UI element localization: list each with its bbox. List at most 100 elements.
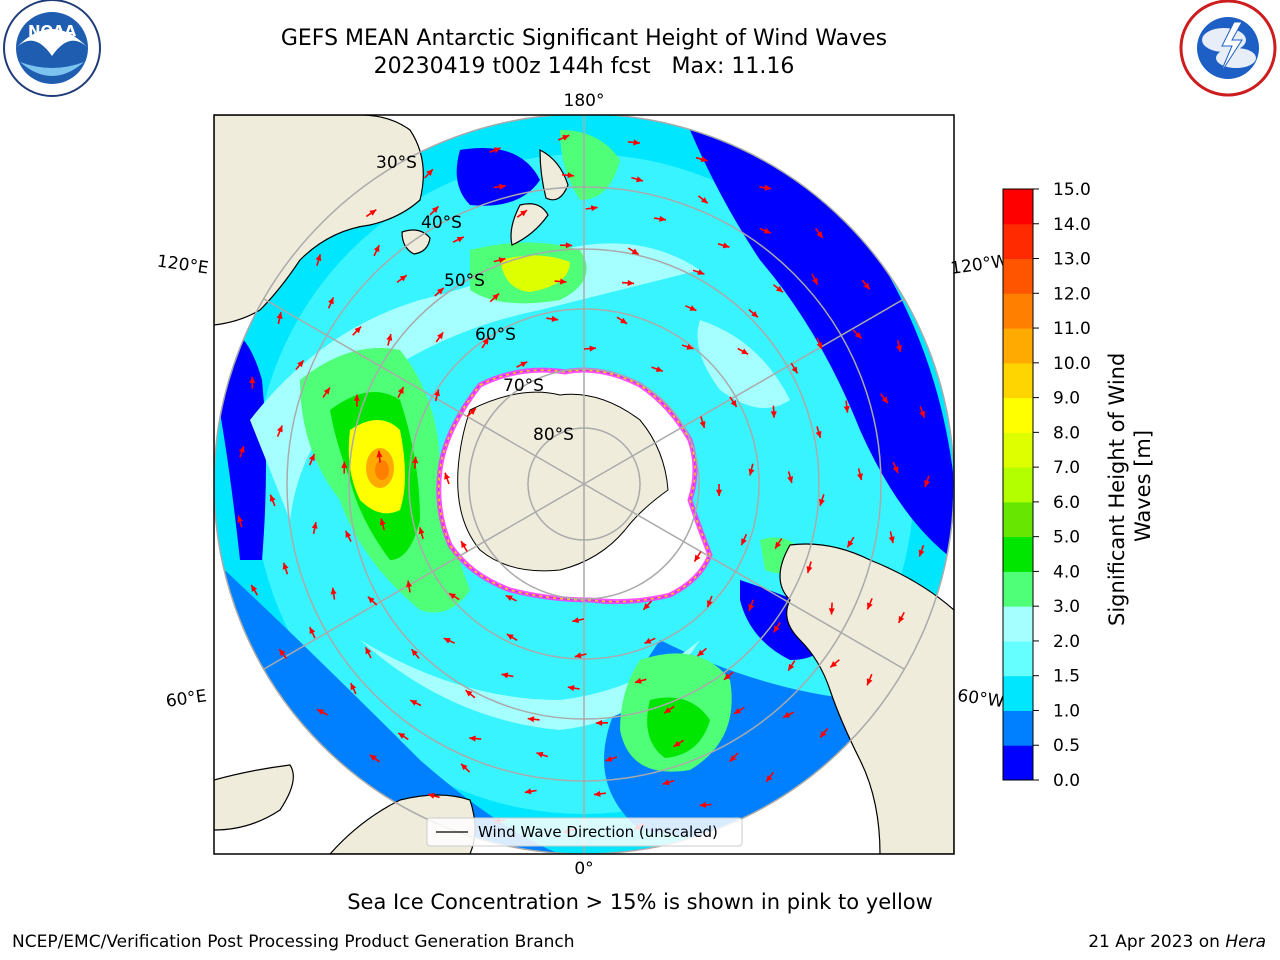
colorbar-tick-label: 13.0 [1053,250,1091,270]
wave-arrow-head [379,518,386,526]
colorbar-tick-label: 1.5 [1053,667,1080,687]
wave-arrow-head [354,326,362,334]
wave-arrow-head [572,617,579,624]
colorbar-tick-label: 1.0 [1053,701,1080,721]
colorbar-tick-label: 9.0 [1053,389,1080,409]
lon-label-60e: 60°E [165,686,208,711]
legend-label: Wind Wave Direction (unscaled) [478,823,718,841]
colorbar-tick-label: 3.0 [1053,597,1080,617]
wave-arrow-head [323,387,330,395]
chart-title: GEFS MEAN Antarctic Significant Height o… [280,26,888,51]
wave-arrow-head [776,285,783,293]
wave-arrow-head [520,361,528,368]
colorbar-swatch [1003,606,1033,642]
colorbar-swatch [1003,467,1033,503]
wave-arrow-head [734,707,741,714]
wave-arrow-head [816,342,823,350]
wave-arrow-head [816,231,823,238]
colorbar-title-line2: Waves [m] [1131,430,1155,542]
wave-arrow-head [741,538,747,546]
wave-arrow-head [444,472,450,480]
machine-name: Hera [1225,932,1266,952]
wave-arrow-head [428,792,435,799]
wave-arrow-head [843,405,850,413]
wave-arrow-head [493,147,501,154]
noaa-logo-text: NOAA [28,22,77,40]
wave-arrow-head [662,779,670,786]
wave-arrow-head [766,775,773,782]
wave-arrow-head [461,541,467,549]
colorbar-tick-label: 15.0 [1053,180,1091,200]
colorbar-swatch [1003,293,1033,329]
wave-arrow-head [644,637,652,644]
colorbar-tick-label: 0.5 [1053,736,1080,756]
map-legend: Wind Wave Direction (unscaled) [426,817,743,847]
wave-arrow-head [418,527,425,535]
lat-label-80s: 80°S [533,425,574,445]
wave-arrow-head [365,647,372,655]
wave-arrow-head [461,763,468,771]
wave-arrow-head [309,454,315,461]
colorbar-swatch [1003,745,1033,781]
wave-arrow-head [469,408,476,415]
colorbar-tick-label: 8.0 [1053,423,1080,443]
map-area: 30°S 40°S 50°S 60°S 70°S 80°S Wind Wave … [214,115,954,854]
wave-arrow-head [867,602,873,610]
lat-label-60s: 60°S [475,325,516,345]
date-stamp: 21 Apr 2023 on Hera [1088,932,1266,952]
wave-arrow-head [492,293,500,300]
wave-arrow-head [350,683,357,691]
wave-arrow-head [369,209,377,216]
wave-arrow-head [412,456,419,464]
wave-arrow-head [643,603,650,610]
wave-arrow-head [636,176,643,183]
wave-arrow-head [812,277,818,285]
wave-arrow-head [659,215,666,222]
colorbar-swatch [1003,501,1033,538]
wave-arrow-head [741,348,749,355]
wave-arrow-head [589,345,596,352]
colorbar-swatch [1003,328,1033,364]
wave-arrow-head [627,279,634,286]
colorbar-swatch [1003,223,1033,260]
wave-arrow-head [345,530,352,538]
wave-arrow-head [700,156,708,163]
wave-arrow-head [673,740,681,747]
colorbar-swatch [1003,640,1033,677]
wave-arrow-head [410,700,418,706]
colorbar-swatch [1003,397,1033,433]
wave-arrow-head [279,649,286,656]
wave-arrow-head [560,278,567,285]
wave-arrow-head [456,236,464,243]
wave-arrow-head [431,206,439,213]
wave-arrow-head [773,625,780,633]
wave-arrow-head [820,730,827,738]
wave-arrow-head [482,337,489,345]
wave-arrow-head [567,172,574,179]
wave-arrow-head [830,661,838,668]
lon-label-60w: 60°W [956,686,1005,712]
wave-arrow-head [655,366,663,372]
wave-arrow-head [697,649,705,657]
wave-arrow-head [751,311,758,318]
wave-arrow-head [551,315,559,322]
colorbar-tick-label: 4.0 [1053,562,1080,582]
wave-arrow-head [730,400,737,407]
wave-arrow-head [341,461,348,468]
wave-arrow-head [330,587,337,595]
wave-arrow-head [924,480,930,488]
wave-arrow-head [634,677,642,684]
wave-arrow-head [699,801,707,808]
wave-arrow-head [562,135,570,141]
wave-arrow-head [819,498,825,506]
wave-arrow-head [918,549,925,557]
wave-arrow-head [237,515,243,523]
wave-arrow-head [426,169,433,176]
wave-arrow-head [434,389,440,397]
lat-label-30s: 30°S [376,153,417,173]
colorbar-tick-label: 2.0 [1053,632,1080,652]
chart-subtitle: 20230419 t00z 144h fcst Max: 11.16 [373,54,795,79]
wave-arrow-head [892,466,899,474]
colorbar-swatch [1003,710,1033,746]
wave-arrow-head [701,197,708,204]
